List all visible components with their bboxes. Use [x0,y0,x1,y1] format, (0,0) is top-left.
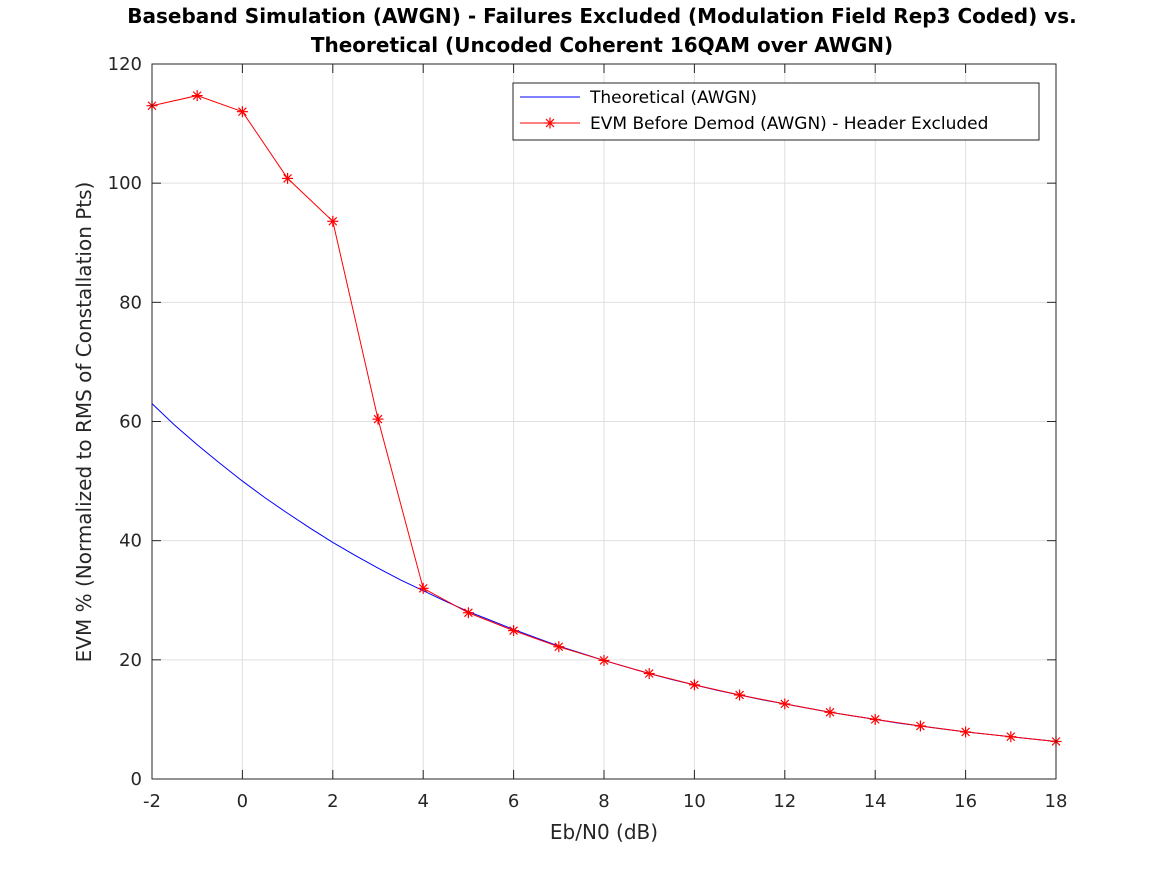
data-point [598,654,610,666]
legend-asterisk [544,117,556,129]
x-tick-label: 6 [508,791,519,812]
data-point [643,668,655,680]
data-point [191,90,203,102]
data-point [914,720,926,732]
series-layer [146,90,1062,747]
chart-subtitle: Theoretical (Uncoded Coherent 16QAM over… [311,33,893,57]
legend-box [512,82,1040,141]
legend-marker-evm [544,117,556,129]
x-axis-label: Eb/N0 (dB) [550,820,658,844]
x-tick-label: -2 [143,791,161,812]
legend-label-theoretical: Theoretical (AWGN) [589,88,757,108]
legend-label-evm: EVM Before Demod (AWGN) - Header Exclude… [590,114,988,134]
data-point [824,706,836,718]
x-tick-label: 0 [237,791,248,812]
data-point [236,106,248,118]
chart-title: Baseband Simulation (AWGN) - Failures Ex… [127,4,1076,28]
data-point [553,641,565,653]
data-point [688,679,700,691]
x-tick-label: 4 [417,791,428,812]
y-tick-label: 20 [119,650,142,671]
legend: Theoretical (AWGN) EVM Before Demod (AWG… [512,82,1040,141]
data-point [282,172,294,184]
y-tick-label: 120 [108,54,142,75]
data-point [327,215,339,227]
data-point [779,698,791,710]
data-point [508,625,520,637]
data-point [462,607,474,619]
data-point [960,726,972,738]
x-tick-label: 8 [598,791,609,812]
data-point [1005,731,1017,743]
y-tick-label: 100 [108,173,142,194]
x-tick-label: 12 [773,791,796,812]
y-tick-label: 80 [119,292,142,313]
data-point [869,713,881,725]
x-tick-label: 14 [864,791,887,812]
x-tick-label: 16 [954,791,977,812]
data-point [417,582,429,594]
data-point [372,413,384,425]
x-tick-label: 18 [1045,791,1068,812]
y-tick-label: 40 [119,531,142,552]
x-tick-label: 10 [683,791,706,812]
y-axis-label: EVM % (Normalized to RMS of Constallatio… [72,182,96,663]
data-point [734,689,746,701]
x-tick-label: 2 [327,791,338,812]
y-tick-label: 0 [131,769,142,790]
y-tick-label: 60 [119,412,142,433]
